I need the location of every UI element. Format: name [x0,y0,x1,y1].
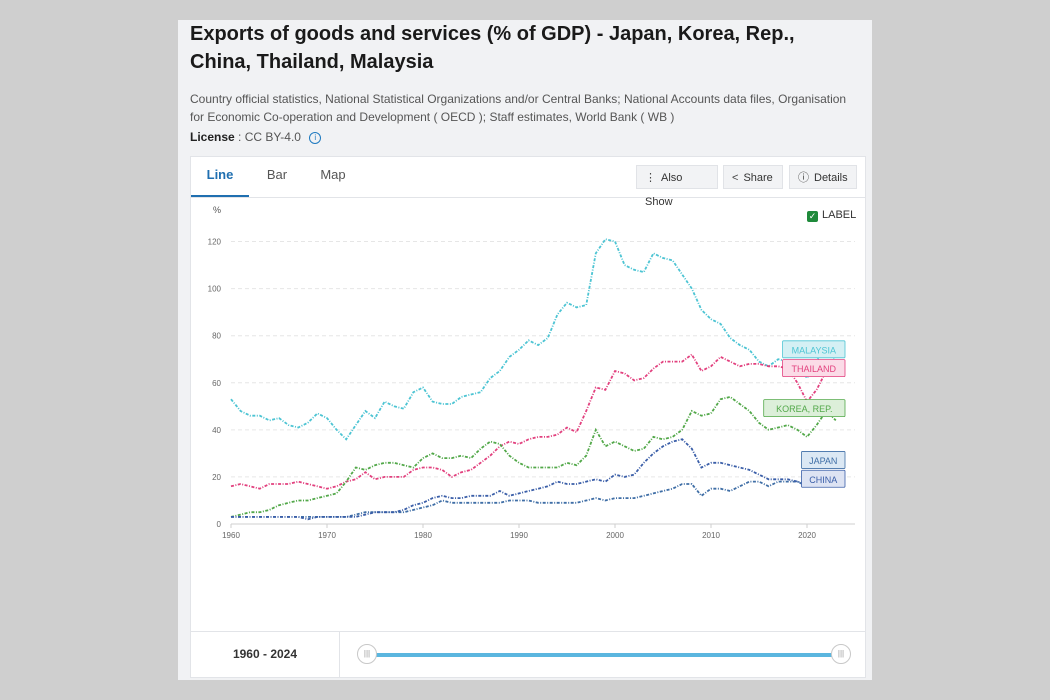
series-end-label: CHINA [801,469,846,488]
series-end-label: THAILAND [782,359,846,378]
y-tick-label: 40 [212,426,221,435]
y-tick-label: 20 [212,473,221,482]
series-label-text: CHINA [809,475,837,485]
x-tick-label: 1990 [510,531,528,540]
series-label-text: MALAYSIA [792,345,836,355]
license-label: License [190,130,235,144]
x-tick-label: 1960 [222,531,240,540]
x-tick-label: 2020 [798,531,816,540]
x-tick-label: 1970 [318,531,336,540]
series-line-japan [231,471,836,518]
indicator-card: Exports of goods and services (% of GDP)… [178,20,872,680]
y-tick-label: 0 [217,520,222,529]
range-separator: - [259,647,271,661]
series-end-label: MALAYSIA [782,340,846,359]
series-label-box [763,399,846,418]
details-label: Details [814,172,848,184]
range-start-handle[interactable]: ||| [357,644,377,664]
share-icon: < [732,172,739,184]
year-range-slider: 1960 - 2024 ||| ||| [191,631,865,678]
also-show-label: Also Show [645,172,683,208]
chart-panel: Line Bar Map ⋮ Also Show < Share ⓘ Details … [190,156,866,678]
also-show-button[interactable]: ⋮ Also Show [636,165,718,208]
range-track[interactable] [374,653,835,657]
series-end-label: JAPAN [801,451,846,469]
line-chart: % 0 20 40 60 80 100 120 1960 1970 1980 1990 2000 2010… [208,205,855,540]
series-label-box [782,359,846,378]
x-tick-label: 1980 [414,531,432,540]
label-checkbox[interactable]: ✓ [807,211,818,222]
share-label: Share [743,172,773,184]
chart-area: % 0 20 40 60 80 100 120 1960 1970 1980 1990 2000 2010… [191,198,865,588]
y-tick-label: 100 [208,285,222,294]
series-label-text: KOREA, REP. [776,404,832,414]
range-start: 1960 [232,647,260,661]
label-toggle-text: LABEL [822,209,857,221]
series-line-thailand [230,353,836,490]
license-value: : CC BY-4.0 [238,130,301,144]
source-text: Country official statistics, National St… [190,92,847,124]
license-line: License : CC BY-4.0 i [190,130,322,144]
range-end: 2024 [270,647,298,661]
series-line-china [231,438,837,521]
page-title: Exports of goods and services (% of GDP)… [190,23,795,73]
more-vertical-icon: ⋮ [645,172,656,184]
tab-map[interactable]: Map [320,167,346,182]
share-button[interactable]: < Share [723,165,783,189]
series-line-korea-rep [230,395,837,518]
series-label-box [801,451,846,469]
tab-bar[interactable]: Bar [266,167,288,182]
series-line-malaysia [230,238,837,441]
series-end-label: KOREA, REP. [763,399,846,418]
y-axis-unit-label: % [213,205,221,215]
series-label-text: THAILAND [792,364,837,374]
series-label-text: JAPAN [809,456,837,466]
range-end-handle[interactable]: ||| [831,644,851,664]
x-tick-label: 2010 [702,531,720,540]
y-tick-label: 80 [212,332,221,341]
details-info-icon: ⓘ [798,172,809,184]
series-label-box [801,469,846,488]
range-label: 1960 - 2024 [191,632,340,678]
series-label-box [782,340,846,359]
info-icon[interactable]: i [309,131,322,144]
x-tick-label: 2000 [606,531,624,540]
y-tick-label: 120 [208,238,222,247]
chart-tabs: Line Bar Map ⋮ Also Show < Share ⓘ Details [191,157,865,208]
y-tick-label: 60 [212,379,221,388]
details-button[interactable]: ⓘ Details [789,165,857,189]
tab-line[interactable]: Line [191,157,249,197]
